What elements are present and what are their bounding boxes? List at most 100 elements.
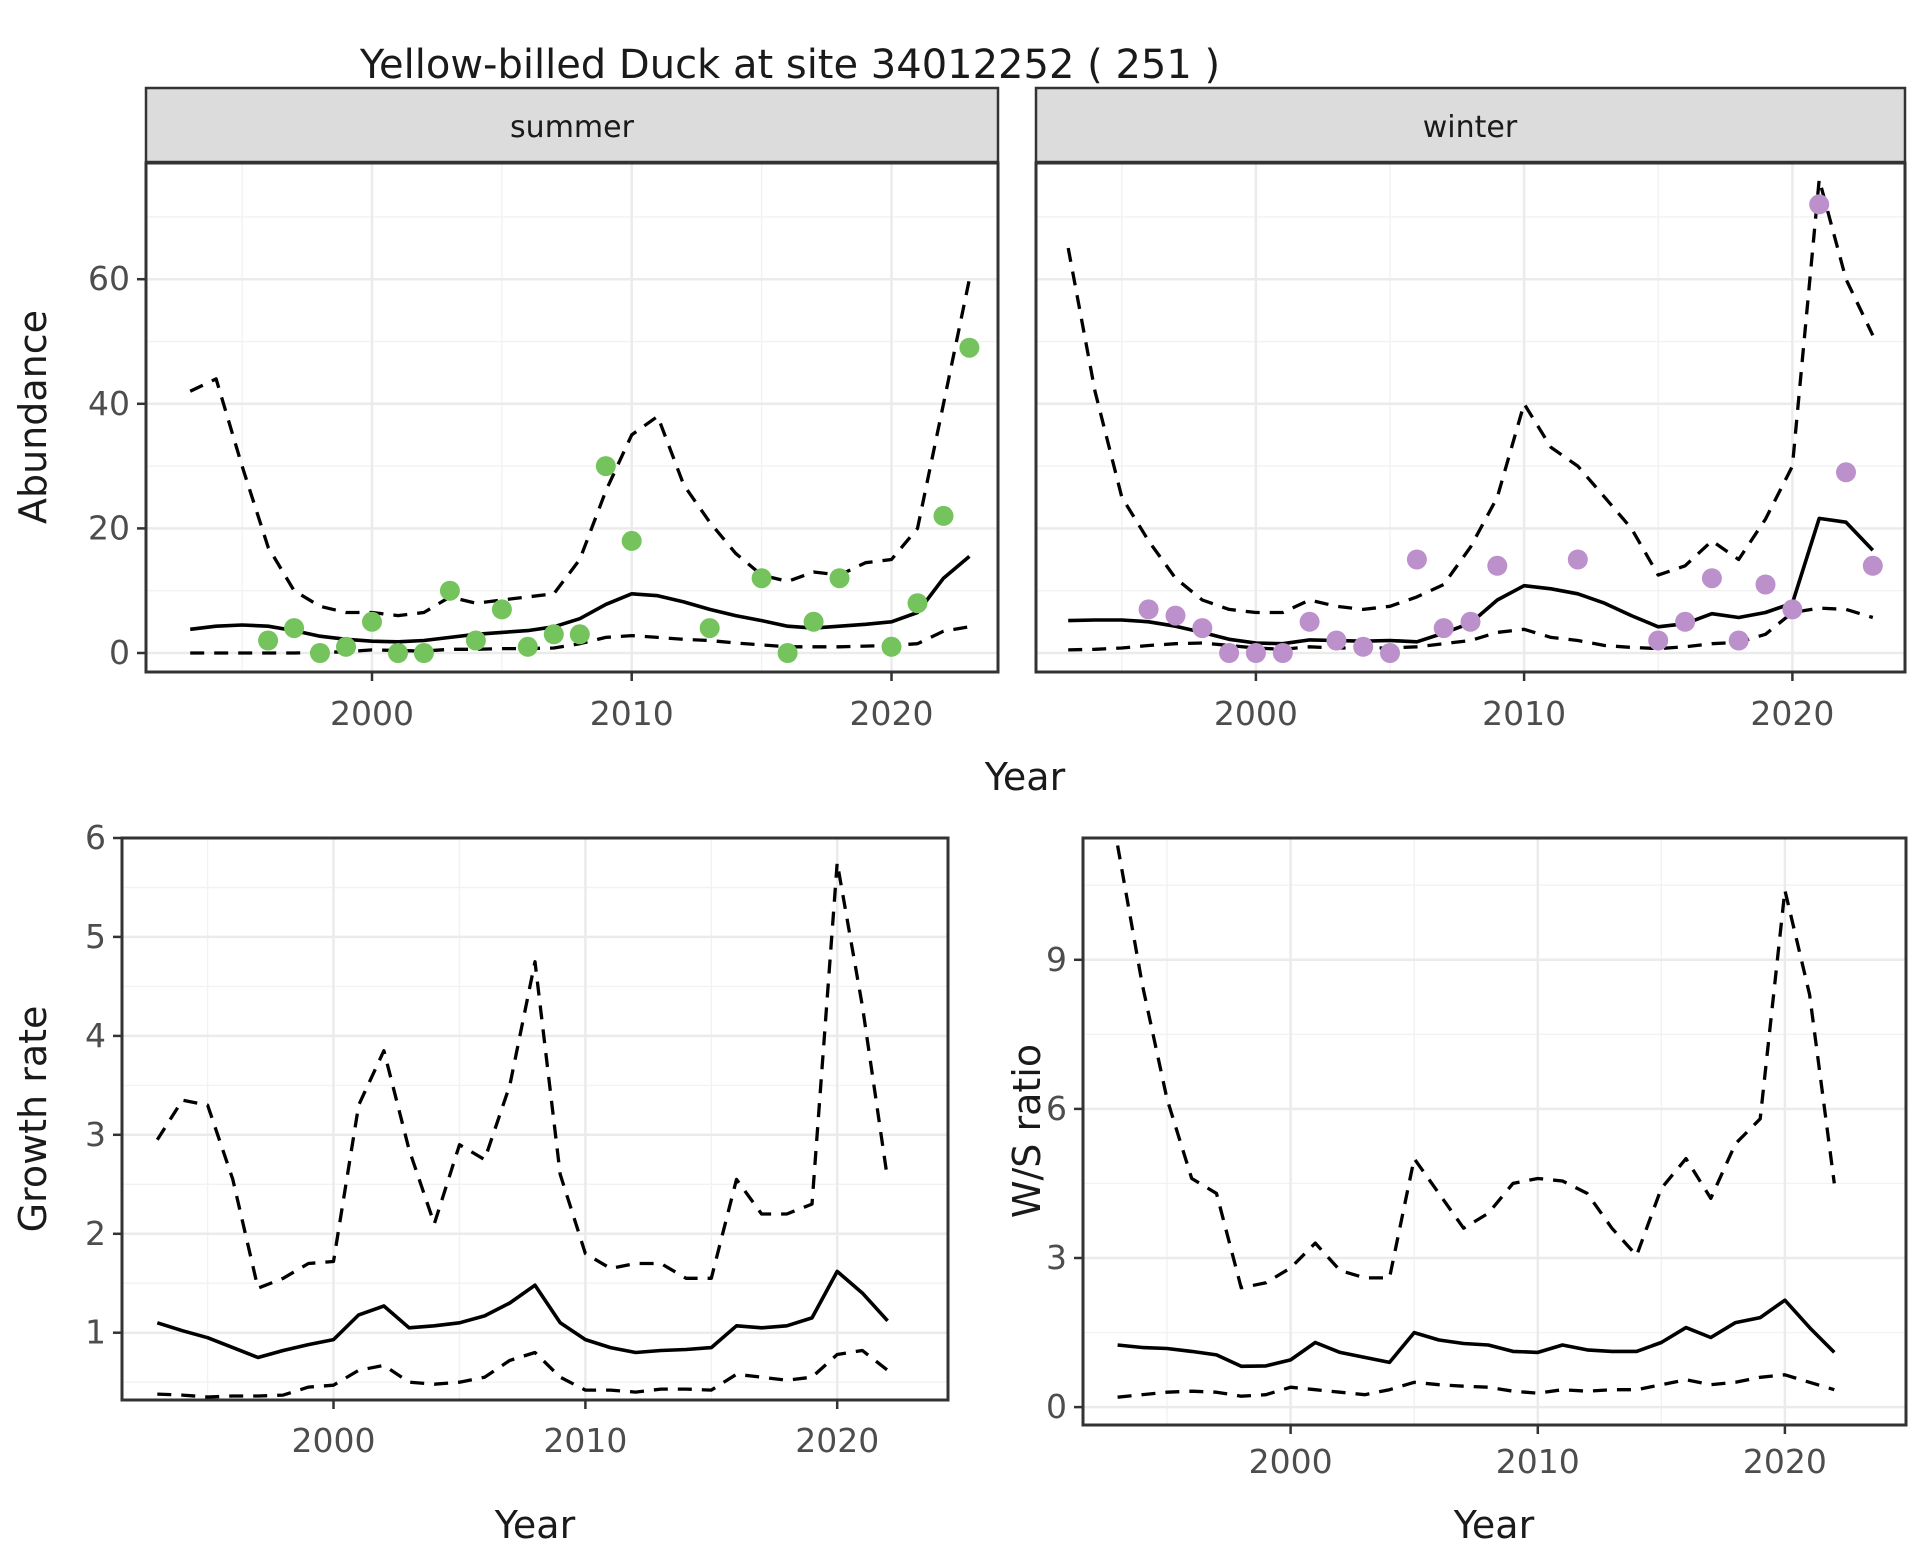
facet-strip-winter: winter xyxy=(1034,86,1907,164)
observed-point xyxy=(258,630,279,651)
observed-point xyxy=(1165,605,1186,626)
observed-point xyxy=(310,643,330,663)
panel-ws-ratio: 2000 2010 2020 0 3 6 9 xyxy=(1046,836,1908,1481)
observed-point xyxy=(1406,549,1427,570)
observed-point xyxy=(933,505,954,526)
y-tick-label: 4 xyxy=(85,1016,106,1055)
panel-border xyxy=(120,836,950,1402)
y-tick-label: 60 xyxy=(88,259,130,298)
x-tick-label: 2000 xyxy=(1214,694,1298,733)
figure-title: Yellow-billed Duck at site 34012252 ( 25… xyxy=(359,42,1220,88)
observed-point xyxy=(1862,555,1883,576)
observed-point xyxy=(413,643,434,663)
x-tick-label: 2020 xyxy=(1750,694,1834,733)
x-tick-label: 2010 xyxy=(590,694,674,733)
y-tick-label: 5 xyxy=(85,917,106,956)
x-tick-label: 2000 xyxy=(1249,1442,1333,1481)
y-tick-label: 9 xyxy=(1046,940,1067,979)
y-tick-label: 1 xyxy=(85,1313,106,1352)
y-tick-label: 0 xyxy=(109,633,130,672)
x-tick-label: 2020 xyxy=(850,694,934,733)
observed-point xyxy=(543,624,564,645)
observed-point xyxy=(1245,643,1266,663)
observed-point xyxy=(1433,618,1454,639)
observed-point xyxy=(699,618,720,639)
observed-point xyxy=(829,568,850,589)
panel-border xyxy=(144,161,1000,674)
panel-growth-rate: 2000 2010 2020 1 2 3 4 5 6 xyxy=(85,818,950,1460)
observed-point xyxy=(907,593,928,614)
y-tick-label: 3 xyxy=(85,1115,106,1154)
observed-point xyxy=(1299,611,1320,632)
y-axis-title-abundance: Abundance xyxy=(11,310,55,524)
observed-point xyxy=(439,580,460,601)
observed-point xyxy=(465,630,486,651)
y-tick-label: 2 xyxy=(85,1214,106,1253)
observed-point xyxy=(1460,611,1481,632)
observed-point xyxy=(751,568,772,589)
observed-point xyxy=(517,636,538,657)
observed-point xyxy=(777,643,798,663)
observed-point xyxy=(388,643,408,663)
observed-point xyxy=(491,599,512,620)
panel-background xyxy=(122,838,948,1400)
fitted-line xyxy=(156,1269,889,1360)
x-tick-label: 2020 xyxy=(795,1421,879,1460)
observed-point xyxy=(595,456,616,477)
observed-point xyxy=(1809,194,1830,215)
panel-abundance-summer: 2000 2010 2020 0 20 40 60 xyxy=(88,161,1000,733)
fitted-line xyxy=(1117,1298,1836,1369)
observed-point xyxy=(959,337,980,358)
observed-point xyxy=(1192,618,1213,639)
observed-point xyxy=(1648,630,1669,651)
observed-point xyxy=(284,618,305,639)
y-tick-label: 0 xyxy=(1046,1387,1067,1426)
observed-point xyxy=(362,611,382,632)
y-axis-title-ws-ratio: W/S ratio xyxy=(1005,1044,1049,1218)
observed-point xyxy=(1675,611,1696,632)
x-tick-label: 2020 xyxy=(1743,1442,1827,1481)
observed-point xyxy=(1326,630,1347,651)
x-tick-label: 2010 xyxy=(1496,1442,1580,1481)
upper-ci-line xyxy=(1115,845,1836,1290)
facet-strip-summer-label: summer xyxy=(510,110,635,145)
observed-point xyxy=(1782,599,1803,620)
observed-point xyxy=(1219,643,1240,663)
observed-point xyxy=(1353,636,1374,657)
observed-point xyxy=(803,611,824,632)
y-tick-label: 20 xyxy=(88,508,130,547)
observed-point xyxy=(1755,574,1776,595)
y-tick-label: 6 xyxy=(85,818,106,857)
panel-background xyxy=(1036,163,1905,672)
observed-point xyxy=(621,530,642,551)
lower-ci-line xyxy=(1117,1373,1835,1399)
x-axis-title-growth-rate: Year xyxy=(494,1503,576,1547)
facet-strip-winter-label: winter xyxy=(1423,110,1518,145)
observed-point xyxy=(1701,568,1722,589)
fitted-line xyxy=(189,555,971,644)
x-tick-label: 2000 xyxy=(330,694,414,733)
observed-point xyxy=(1272,643,1293,663)
panel-abundance-winter: 2000 2010 2020 xyxy=(1034,161,1907,733)
panel-background xyxy=(146,163,998,672)
observed-point xyxy=(336,636,356,657)
y-axis-title-growth-rate: Growth rate xyxy=(11,1006,55,1233)
facet-strip-summer: summer xyxy=(144,86,1000,164)
y-tick-label: 40 xyxy=(88,384,130,423)
observed-point xyxy=(569,624,590,645)
y-tick-label: 6 xyxy=(1046,1089,1067,1128)
observed-point xyxy=(881,636,902,657)
facet-strip-summer-background xyxy=(144,86,1000,164)
y-tick-label: 3 xyxy=(1046,1238,1067,1277)
x-tick-label: 2000 xyxy=(292,1421,376,1460)
panel-border xyxy=(1081,836,1908,1427)
upper-ci-line xyxy=(1066,177,1875,615)
x-axis-title-abundance: Year xyxy=(984,755,1066,799)
observed-point xyxy=(1728,630,1749,651)
observed-point xyxy=(1487,555,1508,576)
x-axis-title-ws-ratio: Year xyxy=(1453,1503,1535,1547)
observed-point xyxy=(1138,599,1159,620)
x-tick-label: 2010 xyxy=(1482,694,1566,733)
